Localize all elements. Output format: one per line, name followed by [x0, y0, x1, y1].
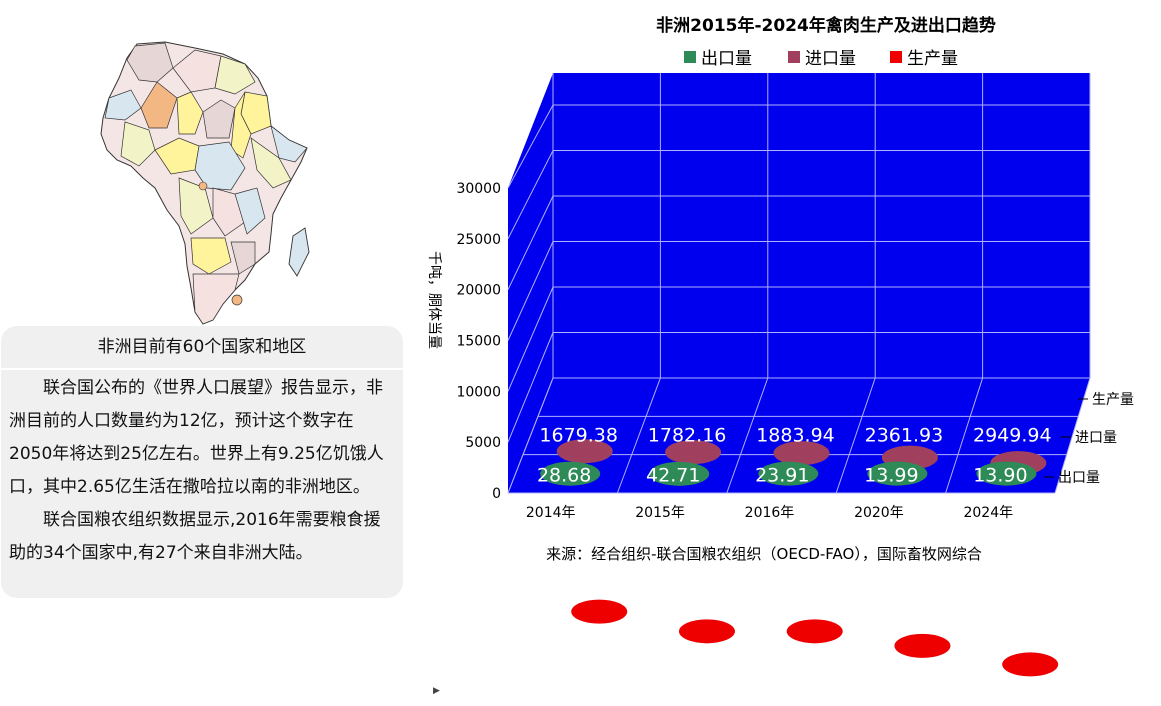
- y-axis-label: 千吨，胴体当量: [426, 251, 442, 349]
- data-label: 23.91: [755, 464, 809, 486]
- legend-swatch-3: [890, 51, 902, 63]
- data-label: 1883.94: [756, 425, 835, 447]
- data-label: 26548.17: [847, 615, 938, 637]
- info-paragraph-1: 联合国公布的《世界人口展望》报告显示，非洲目前的人口数量约为12亿，预计这个数字…: [9, 378, 384, 497]
- bar-top-0-5: [976, 461, 1037, 486]
- y-tick-label: 20000: [456, 283, 501, 299]
- chart-title: 非洲2015年-2024年禽肉生产及进出口趋势: [656, 15, 996, 36]
- depth-label: 生产量: [1092, 392, 1134, 408]
- y-tick-label: 5000: [465, 435, 501, 451]
- y-tick-label: 30000: [456, 181, 501, 197]
- x-tick-label: 2014年: [526, 505, 576, 521]
- data-label: 42.71: [646, 464, 700, 486]
- bar-top-2-2: [678, 619, 735, 644]
- y-tick-label: 25000: [456, 232, 501, 248]
- bar-top-2-4: [894, 633, 951, 658]
- africa-map: [95, 38, 325, 328]
- chart-side-wall: [508, 73, 553, 493]
- depth-label: 出口量: [1058, 470, 1100, 486]
- gridline-side: [507, 241, 554, 341]
- chart-floor: [508, 378, 1090, 493]
- info-title: 非洲目前有60个国家和地区: [1, 326, 403, 370]
- info-paragraph-2: 联合国粮农组织数据显示,2016年需要粮食援助的34个国家中,有27个来自非洲大…: [9, 510, 381, 563]
- gridline-side: [507, 104, 554, 189]
- data-label: 1782.16: [648, 425, 727, 447]
- data-label: 28532.77: [955, 633, 1046, 655]
- bar-top-2-5: [1002, 652, 1059, 677]
- africa-map-image: [100, 41, 310, 325]
- y-tick-label: 0: [492, 486, 501, 502]
- legend-label-1: 出口量: [701, 49, 752, 69]
- bar-top-1-3: [773, 441, 830, 466]
- data-label: 2361.93: [865, 425, 944, 447]
- legend-swatch-1: [684, 51, 696, 63]
- data-label: 24992.51: [739, 600, 830, 622]
- depth-label: 进口量: [1075, 430, 1117, 446]
- gridline-side: [507, 286, 554, 392]
- chart-back-wall: [553, 73, 1090, 378]
- bar-top-0-2: [649, 461, 710, 486]
- info-body: 联合国公布的《世界人口展望》报告显示，非洲目前的人口数量约为12亿，预计这个数字…: [1, 370, 403, 570]
- y-tick-label: 15000: [456, 334, 501, 350]
- data-label: 22885.51: [524, 581, 615, 603]
- legend-label-3: 生产量: [907, 49, 958, 69]
- data-label: 2949.94: [973, 425, 1052, 447]
- bar-top-1-2: [665, 440, 722, 465]
- bar-top-1-1: [556, 439, 613, 464]
- gridline-category: [616, 377, 661, 494]
- x-tick-label: 2024年: [963, 505, 1013, 521]
- chart-source: 来源：经合组织-联合国粮农组织（OECD-FAO），国际畜牧网综合: [546, 545, 982, 563]
- info-panel: 非洲目前有60个国家和地区 联合国公布的《世界人口展望》报告显示，非洲目前的人口…: [1, 326, 403, 598]
- y-tick-label: 10000: [456, 384, 501, 400]
- bar-top-2-1: [571, 599, 628, 624]
- gridline-category: [835, 377, 876, 494]
- gridline-side: [507, 332, 554, 443]
- bar-top-0-4: [867, 461, 928, 486]
- legend-swatch-2: [788, 51, 800, 63]
- bar-top-0-3: [758, 461, 819, 486]
- x-tick-label: 2015年: [635, 505, 685, 521]
- gridline-side: [507, 195, 554, 290]
- play-icon[interactable]: ▶: [433, 686, 440, 696]
- data-label: 13.99: [864, 464, 918, 486]
- x-tick-label: 2016年: [745, 505, 795, 521]
- legend-label-2: 进口量: [805, 49, 856, 69]
- gridline-category: [1054, 377, 1091, 494]
- gridline-category: [507, 377, 554, 494]
- bar-top-2-3: [786, 619, 843, 644]
- data-label: 13.90: [973, 464, 1027, 486]
- data-label: 28.68: [537, 464, 591, 486]
- x-tick-label: 2020年: [854, 505, 904, 521]
- bar-top-0-1: [540, 461, 601, 486]
- gridline-category: [726, 377, 769, 494]
- gridline-category: [945, 377, 984, 494]
- data-label: 1679.38: [539, 425, 618, 447]
- data-label: 24992.85: [632, 600, 723, 622]
- gridline-side: [507, 150, 554, 240]
